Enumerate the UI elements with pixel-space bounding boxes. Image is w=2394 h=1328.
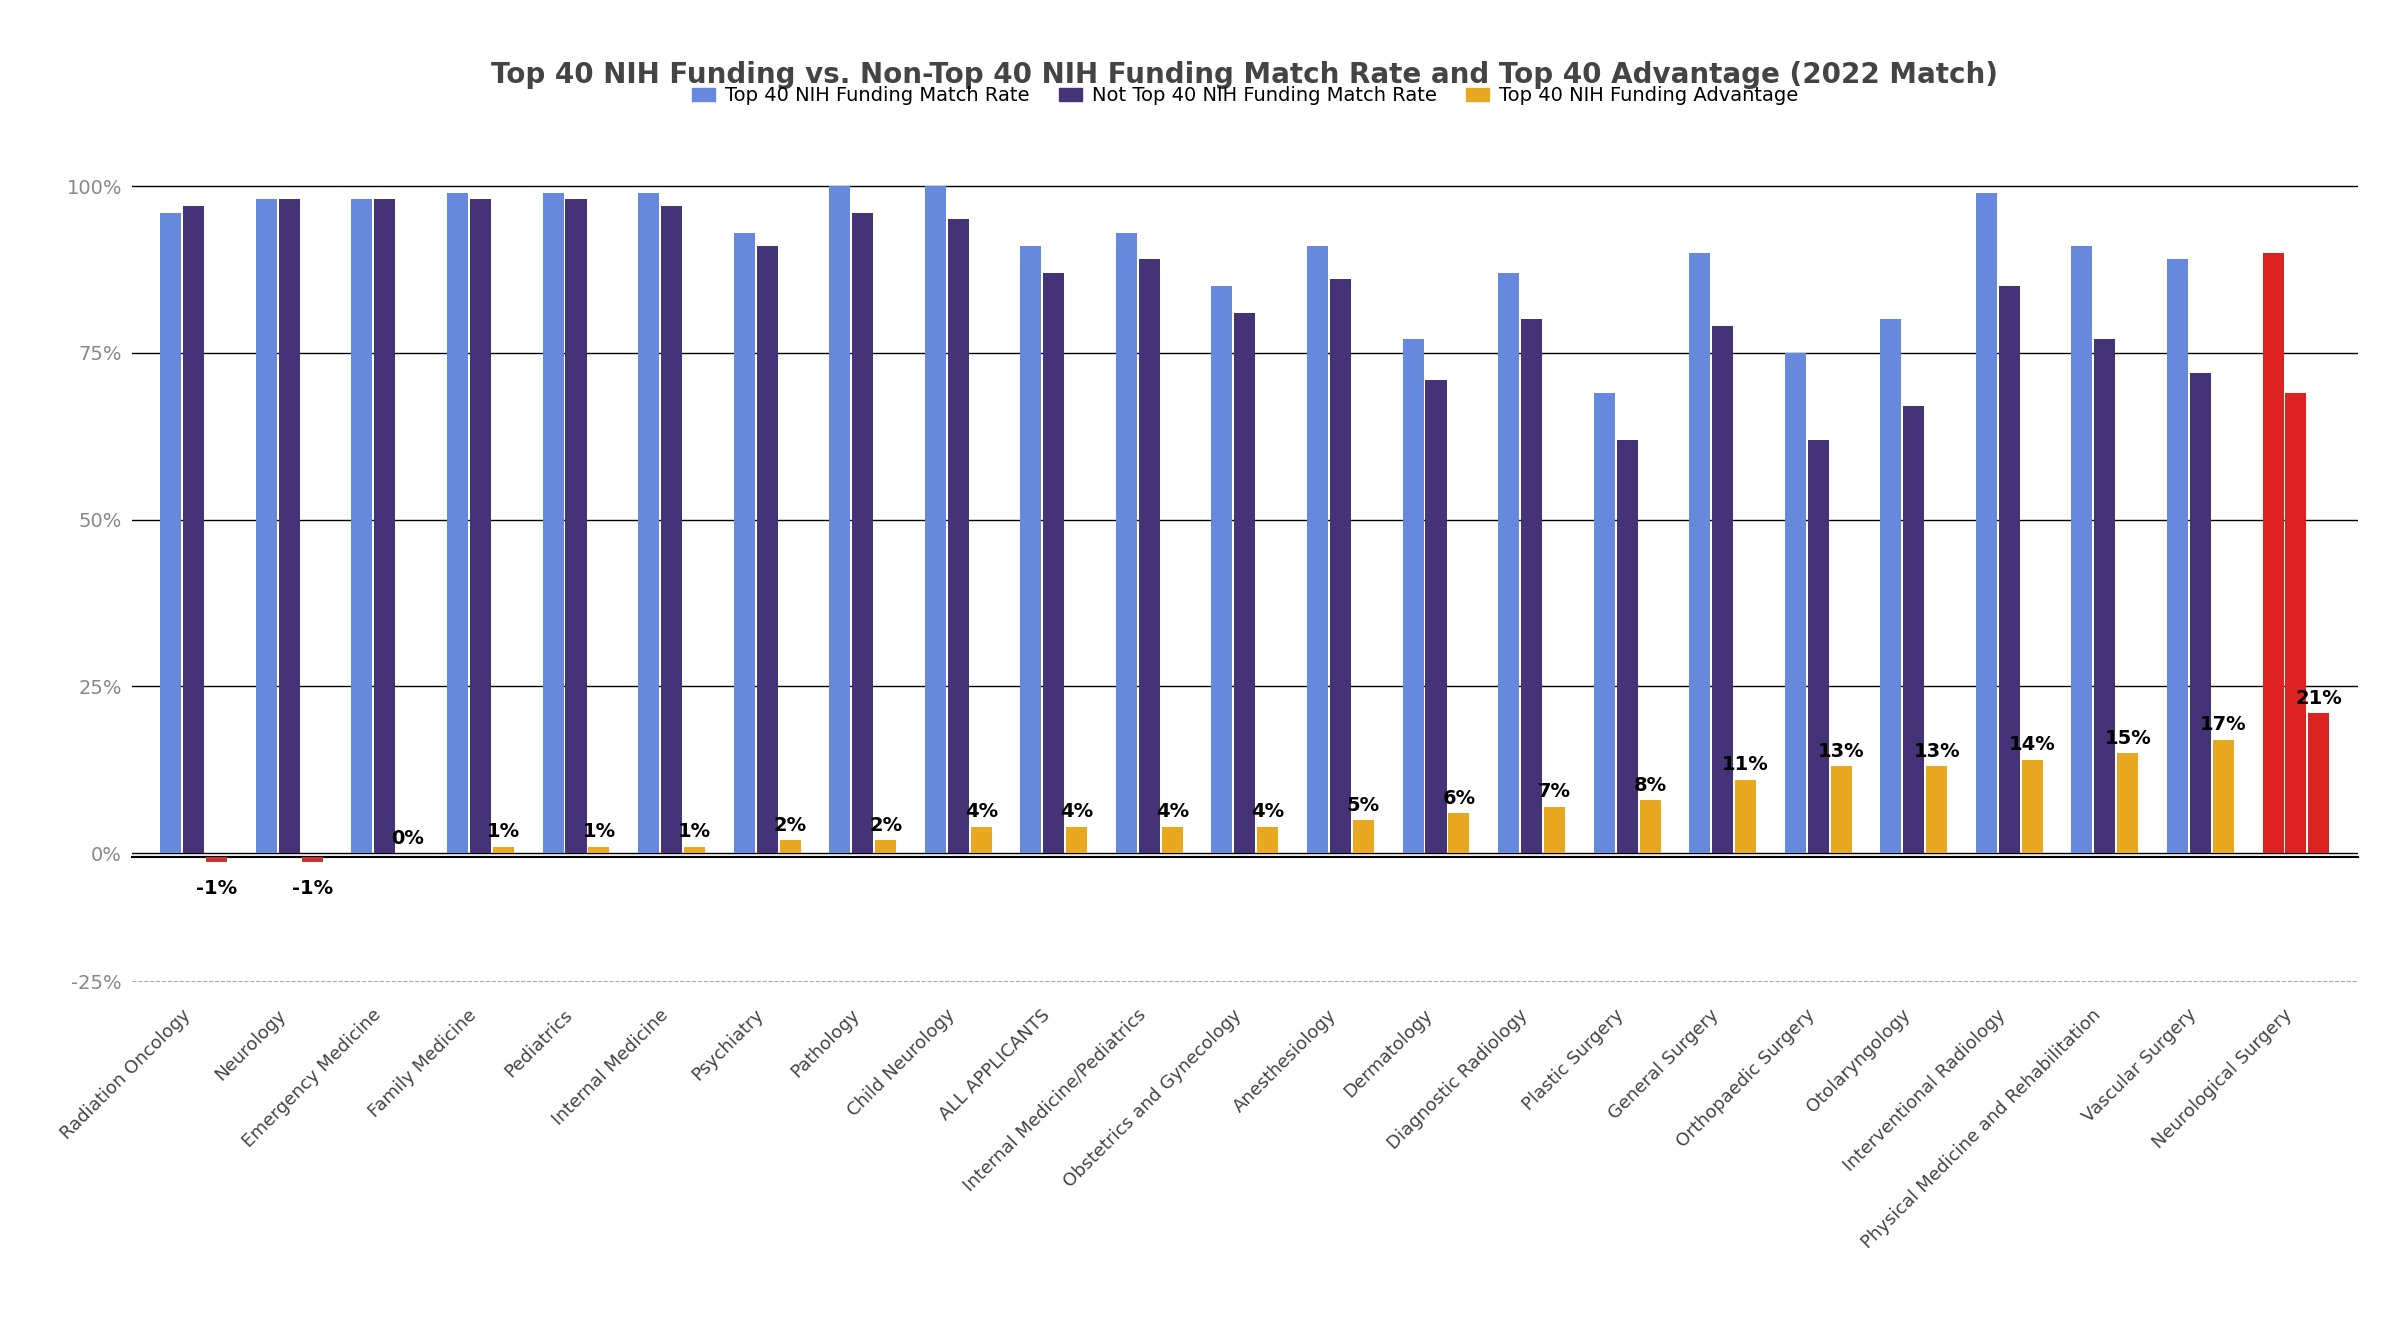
Bar bbox=[1520, 320, 1542, 853]
Bar bbox=[685, 846, 704, 853]
Text: 8%: 8% bbox=[1633, 776, 1666, 794]
Bar bbox=[1786, 353, 1805, 853]
Text: -1%: -1% bbox=[292, 879, 333, 898]
Bar bbox=[948, 219, 970, 853]
Bar bbox=[1975, 193, 1997, 853]
Text: -1%: -1% bbox=[196, 879, 237, 898]
Bar bbox=[352, 199, 373, 853]
Text: 21%: 21% bbox=[2296, 689, 2341, 708]
Bar bbox=[448, 193, 467, 853]
Text: 6%: 6% bbox=[1441, 789, 1475, 807]
Bar bbox=[1499, 272, 1520, 853]
Bar bbox=[1640, 799, 1661, 853]
Bar bbox=[543, 193, 563, 853]
Text: 2%: 2% bbox=[773, 815, 807, 834]
Text: 4%: 4% bbox=[1156, 802, 1190, 821]
Bar bbox=[2116, 753, 2138, 853]
Bar bbox=[733, 232, 754, 853]
Bar bbox=[278, 199, 299, 853]
Bar bbox=[1999, 286, 2021, 853]
Text: 5%: 5% bbox=[1348, 795, 1379, 814]
Bar bbox=[828, 186, 850, 853]
Bar bbox=[1448, 813, 1470, 853]
Bar bbox=[924, 186, 946, 853]
Bar bbox=[1879, 320, 1901, 853]
Text: 2%: 2% bbox=[869, 815, 903, 834]
Bar bbox=[1020, 246, 1041, 853]
Bar bbox=[1712, 327, 1733, 853]
Bar bbox=[757, 246, 778, 853]
Bar bbox=[1044, 272, 1065, 853]
Bar bbox=[852, 212, 874, 853]
Bar bbox=[1161, 826, 1183, 853]
Bar bbox=[1927, 766, 1946, 853]
Text: 13%: 13% bbox=[1817, 742, 1865, 761]
Text: 4%: 4% bbox=[965, 802, 998, 821]
Bar bbox=[1307, 246, 1329, 853]
Text: 14%: 14% bbox=[2009, 736, 2056, 754]
Bar bbox=[493, 846, 515, 853]
Bar bbox=[1736, 780, 1757, 853]
Bar bbox=[1257, 826, 1278, 853]
Bar bbox=[206, 857, 227, 862]
Bar bbox=[1403, 340, 1424, 853]
Bar bbox=[1544, 806, 1566, 853]
Bar bbox=[1903, 406, 1925, 853]
Bar bbox=[2212, 740, 2234, 853]
Bar bbox=[661, 206, 682, 853]
Bar bbox=[2262, 252, 2284, 853]
Text: 4%: 4% bbox=[1061, 802, 1094, 821]
Bar bbox=[2191, 373, 2212, 853]
Bar bbox=[1065, 826, 1087, 853]
Legend: Top 40 NIH Funding Match Rate, Not Top 40 NIH Funding Match Rate, Top 40 NIH Fun: Top 40 NIH Funding Match Rate, Not Top 4… bbox=[685, 78, 1805, 113]
Text: 15%: 15% bbox=[2104, 729, 2152, 748]
Text: 7%: 7% bbox=[1537, 782, 1570, 801]
Bar bbox=[1211, 286, 1233, 853]
Bar bbox=[876, 839, 895, 853]
Bar bbox=[1616, 440, 1637, 853]
Bar bbox=[184, 206, 203, 853]
Bar bbox=[2167, 259, 2188, 853]
Bar bbox=[1690, 252, 1709, 853]
Bar bbox=[1424, 380, 1446, 853]
Bar bbox=[373, 199, 395, 853]
Title: Top 40 NIH Funding vs. Non-Top 40 NIH Funding Match Rate and Top 40 Advantage (2: Top 40 NIH Funding vs. Non-Top 40 NIH Fu… bbox=[491, 61, 1999, 89]
Bar bbox=[2308, 713, 2329, 853]
Bar bbox=[1331, 279, 1350, 853]
Text: 1%: 1% bbox=[678, 822, 711, 841]
Text: 11%: 11% bbox=[1721, 756, 1769, 774]
Text: 17%: 17% bbox=[2200, 716, 2246, 734]
Bar bbox=[970, 826, 991, 853]
Bar bbox=[1831, 766, 1851, 853]
Bar bbox=[302, 857, 323, 862]
Bar bbox=[1140, 259, 1159, 853]
Bar bbox=[2286, 393, 2305, 853]
Bar bbox=[639, 193, 658, 853]
Bar bbox=[1594, 393, 1614, 853]
Bar bbox=[2095, 340, 2116, 853]
Bar bbox=[1807, 440, 1829, 853]
Bar bbox=[160, 212, 182, 853]
Bar bbox=[256, 199, 278, 853]
Bar bbox=[2023, 760, 2042, 853]
Bar bbox=[469, 199, 491, 853]
Bar bbox=[780, 839, 800, 853]
Text: 0%: 0% bbox=[390, 829, 424, 847]
Bar bbox=[1116, 232, 1137, 853]
Bar bbox=[589, 846, 610, 853]
Bar bbox=[1353, 819, 1374, 853]
Bar bbox=[2071, 246, 2092, 853]
Text: 1%: 1% bbox=[486, 822, 519, 841]
Text: 1%: 1% bbox=[582, 822, 615, 841]
Text: 13%: 13% bbox=[1913, 742, 1961, 761]
Bar bbox=[565, 199, 587, 853]
Bar bbox=[1235, 313, 1254, 853]
Text: 4%: 4% bbox=[1252, 802, 1283, 821]
